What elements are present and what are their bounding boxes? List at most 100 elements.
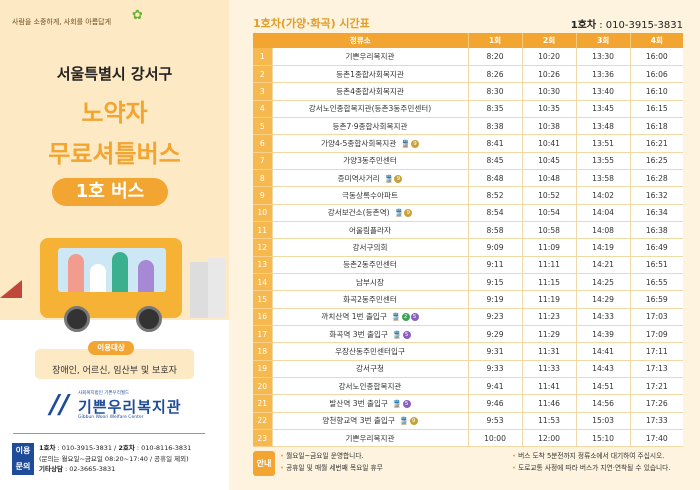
- table-row: 5 등촌7·9종합사회복지관 8:38 10:38 13:48 16:18: [253, 117, 683, 136]
- stop-number: 14: [253, 273, 273, 292]
- stop-cell: 강서노인종합복지관: [272, 377, 469, 396]
- table-row: 7 가양3동주민센터 8:45 10:45 13:55 16:25: [253, 152, 683, 170]
- departure-time: 16:00: [630, 48, 683, 66]
- departure-time: 10:41: [522, 134, 577, 153]
- departure-time: 17:13: [630, 360, 683, 379]
- departure-time: 14:51: [576, 377, 631, 396]
- departure-time: 13:45: [576, 100, 631, 118]
- stop-cell: 증미역사거리 🚆 9: [272, 169, 469, 188]
- stop-number: 22: [253, 412, 273, 431]
- departure-time: 8:38: [468, 117, 523, 136]
- table-row: 15 화곡2동주민센터 9:19 11:19 14:29 16:59: [253, 290, 683, 309]
- stop-name: 어울림플라자: [349, 225, 391, 235]
- departure-time: 9:53: [468, 412, 523, 431]
- stop-cell: 어울림플라자: [272, 221, 469, 240]
- departure-time: 14:08: [576, 221, 631, 240]
- stop-cell: 화곡2동주민센터: [272, 290, 469, 309]
- stop-cell: 까치산역 1번 출입구 🚆 2 5: [272, 308, 469, 327]
- stop-cell: 등촌1종합사회복지관: [272, 65, 469, 84]
- departure-time: 8:45: [468, 152, 523, 170]
- stop-name: 강서노인종합복지관(등촌3동주민센터): [308, 104, 432, 114]
- departure-time: 14:41: [576, 342, 631, 361]
- departure-time: 14:29: [576, 290, 631, 309]
- bus-illustration: [40, 238, 182, 332]
- logo-name: 기쁜우리복지관: [78, 398, 182, 416]
- departure-time: 16:55: [630, 273, 683, 292]
- stop-name: 가양3동주민센터: [343, 156, 397, 166]
- departure-time: 14:19: [576, 238, 631, 257]
- table-row: 9 극동상록수아파트 8:52 10:52 14:02 16:32: [253, 186, 683, 205]
- stop-name: 등촌7·9종합사회복지관: [332, 121, 408, 131]
- departure-time: 16:10: [630, 82, 683, 101]
- departure-time: 11:41: [522, 377, 577, 396]
- title-line2: 무료셔틀버스: [48, 140, 181, 168]
- inquiry-badge: 이용문의: [12, 443, 34, 475]
- building-icon: [190, 262, 208, 318]
- subway-icon: 🚆: [384, 174, 394, 183]
- departure-time: 10:20: [522, 48, 577, 66]
- stop-cell: 강서구청: [272, 360, 469, 379]
- header-run3: 3회: [576, 33, 631, 48]
- inquiry-hours: (문의는 월요일~금요일 08:20~17:40 / 공휴일 제외): [39, 454, 189, 463]
- welfare-center-logo: // 사회복지법인 기쁜우리월드 기쁜우리복지관 Gibbun Woori We…: [50, 390, 190, 430]
- departure-time: 13:55: [576, 152, 631, 170]
- stop-number: 9: [253, 186, 273, 205]
- header-run2: 2회: [522, 33, 577, 48]
- departure-time: 16:06: [630, 65, 683, 84]
- timetable-phone: 1호차 : 010-3915-3831: [571, 16, 683, 31]
- stop-name: 남부시장: [356, 277, 384, 287]
- departure-time: 13:51: [576, 134, 631, 153]
- departure-time: 8:58: [468, 221, 523, 240]
- stop-name: 강서보건소(등촌역): [327, 208, 390, 218]
- timetable: 정류소 1회 2회 3회 4회 1 기쁜우리복지관 8:20 10:20 13:30 16…: [253, 33, 683, 448]
- notice-left: 월요일~금요일 운영합니다. 공휴일 및 매월 세번째 목요일 휴무: [280, 451, 383, 474]
- other-label: 기타상담: [39, 465, 63, 473]
- departure-time: 8:41: [468, 134, 523, 153]
- target-label: 이용대상: [88, 341, 134, 355]
- departure-time: 8:20: [468, 48, 523, 66]
- departure-time: 10:52: [522, 186, 577, 205]
- bus1-phone: : 010-3915-3831 /: [55, 444, 119, 452]
- departure-time: 16:49: [630, 238, 683, 257]
- inquiry-info: 1호차 : 010-3915-3831 / 2호차 : 010-8116-383…: [39, 443, 191, 475]
- departure-time: 10:58: [522, 221, 577, 240]
- departure-time: 14:04: [576, 204, 631, 222]
- departure-time: 10:30: [522, 82, 577, 101]
- departure-time: 14:33: [576, 308, 631, 327]
- stop-name: 등촌1종합사회복지관: [336, 69, 404, 79]
- stop-cell: 강서구의회: [272, 238, 469, 257]
- stop-name: 강서노인종합복지관: [338, 381, 402, 391]
- stop-number: 13: [253, 256, 273, 274]
- departure-time: 11:19: [522, 290, 577, 309]
- divider: [13, 433, 205, 434]
- table-row: 16 까치산역 1번 출입구 🚆 2 5 9:23 11:23 14:33 17:03: [253, 308, 683, 327]
- stop-number: 1: [253, 48, 273, 66]
- departure-time: 8:48: [468, 169, 523, 188]
- departure-time: 9:46: [468, 394, 523, 413]
- stop-name: 등촌4종합사회복지관: [336, 86, 404, 96]
- stop-cell: 가양3동주민센터: [272, 152, 469, 170]
- notice-item: 공휴일 및 매월 세번째 목요일 휴무: [280, 464, 383, 472]
- departure-time: 16:34: [630, 204, 683, 222]
- departure-time: 17:26: [630, 394, 683, 413]
- stop-number: 21: [253, 394, 273, 413]
- table-row: 12 강서구의회 9:09 11:09 14:19 16:49: [253, 238, 683, 257]
- notice-item: 월요일~금요일 운영합니다.: [280, 452, 364, 460]
- departure-time: 17:09: [630, 325, 683, 344]
- departure-time: 16:25: [630, 152, 683, 170]
- departure-time: 11:15: [522, 273, 577, 292]
- departure-time: 16:51: [630, 256, 683, 274]
- departure-time: 16:38: [630, 221, 683, 240]
- subway-icon: 🚆: [392, 330, 402, 339]
- person-icon: [138, 260, 154, 292]
- departure-time: 9:31: [468, 342, 523, 361]
- building-icon: [208, 258, 226, 318]
- departure-time: 10:35: [522, 100, 577, 118]
- departure-time: 9:41: [468, 377, 523, 396]
- departure-time: 11:31: [522, 342, 577, 361]
- subway-icon: 🚆: [399, 417, 409, 426]
- subway-icon: 🚆: [391, 313, 401, 322]
- region-title: 서울특별시 강서구: [56, 65, 173, 83]
- subway-line-badge: 9: [404, 209, 413, 218]
- stop-name: 까치산역 1번 출입구: [321, 312, 387, 322]
